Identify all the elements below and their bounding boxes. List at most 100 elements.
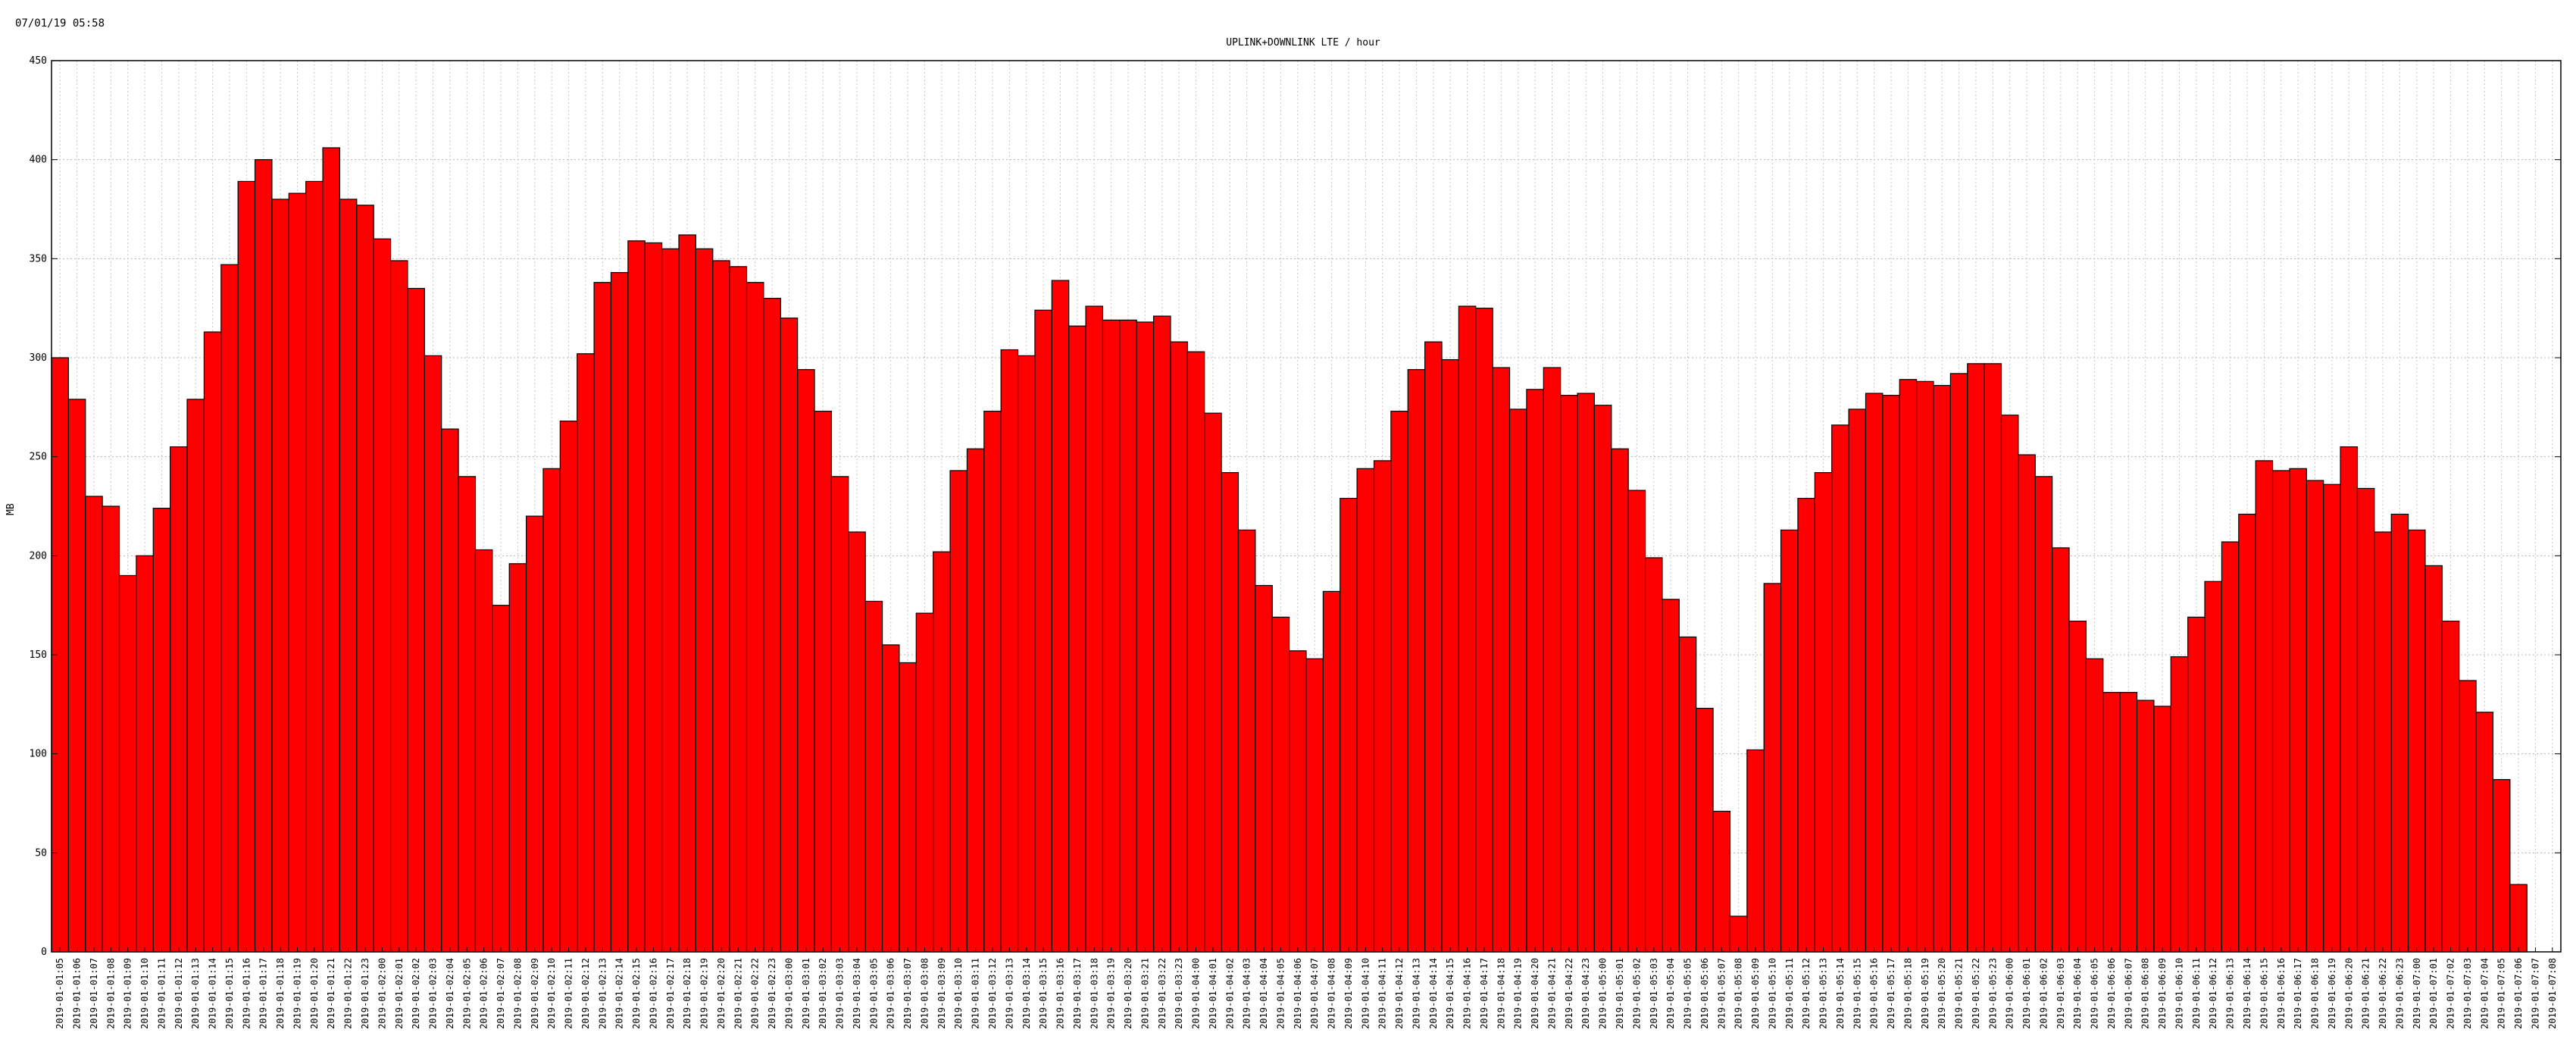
x-tick-label: 2019-01-06:16 (2276, 958, 2287, 1029)
x-tick-label: 2019-01-02:21 (733, 958, 743, 1029)
bar (881, 644, 900, 953)
bar (1543, 367, 1562, 953)
bar (1611, 448, 1629, 953)
timestamp: 07/01/19 05:58 (15, 17, 105, 30)
x-tick-label: 2019-01-04:09 (1343, 958, 1354, 1029)
bar (1916, 380, 1934, 953)
x-tick-label: 2019-01-01:06 (72, 958, 83, 1029)
x-tick-label: 2019-01-06:08 (2140, 958, 2151, 1029)
bar (848, 531, 866, 953)
bar (271, 199, 289, 953)
bar (424, 355, 442, 953)
x-tick-label: 2019-01-03:03 (835, 958, 846, 1029)
x-tick-label: 2019-01-02:09 (530, 958, 540, 1029)
x-tick-label: 2019-01-07:06 (2513, 958, 2524, 1029)
x-tick-label: 2019-01-02:10 (546, 958, 557, 1029)
x-tick-label: 2019-01-05:14 (1835, 958, 1846, 1029)
bar (1068, 325, 1086, 953)
x-tick-label: 2019-01-04:11 (1377, 958, 1388, 1029)
x-tick-label: 2019-01-02:18 (682, 958, 692, 1029)
y-tick-label: 0 (41, 947, 47, 958)
x-tick-label: 2019-01-05:07 (1716, 958, 1727, 1029)
x-tick-label: 2019-01-04:01 (1208, 958, 1218, 1029)
bar (2052, 547, 2070, 953)
bar (1102, 319, 1121, 953)
x-tick-label: 2019-01-02:15 (631, 958, 642, 1029)
x-tick-label: 2019-01-07:08 (2547, 958, 2558, 1029)
bar (1746, 749, 1765, 953)
bar (85, 496, 103, 953)
bar (1322, 590, 1341, 953)
bar (2000, 415, 2019, 953)
x-tick-label: 2019-01-02:17 (665, 958, 676, 1029)
bar (1051, 280, 1070, 953)
bar (2407, 529, 2426, 953)
x-tick-label: 2019-01-02:02 (411, 958, 421, 1029)
bar (593, 282, 612, 953)
bar (1475, 308, 1493, 953)
x-tick-label: 2019-01-03:16 (1055, 958, 1066, 1029)
x-tick-label: 2019-01-04:21 (1546, 958, 1557, 1029)
x-tick-label: 2019-01-03:01 (801, 958, 811, 1029)
chart-title: UPLINK+DOWNLINK LTE / hour (1226, 37, 1380, 49)
bar (2170, 656, 2189, 953)
bar (1221, 471, 1240, 953)
bar (814, 410, 833, 953)
x-tick-label: 2019-01-04:07 (1309, 958, 1320, 1029)
x-tick-label: 2019-01-06:17 (2293, 958, 2303, 1029)
x-tick-label: 2019-01-05:08 (1733, 958, 1744, 1029)
y-tick-label: 300 (30, 352, 47, 364)
x-tick-label: 2019-01-01:21 (326, 958, 336, 1029)
bar (542, 468, 561, 953)
bar (678, 234, 696, 953)
bar (2034, 476, 2053, 953)
x-tick-label: 2019-01-07:01 (2428, 958, 2439, 1029)
bar (1508, 408, 1527, 953)
bar (1662, 599, 1680, 953)
x-tick-label: 2019-01-02:22 (750, 958, 761, 1029)
x-tick-label: 2019-01-01:16 (241, 958, 252, 1029)
y-tick-label: 400 (30, 155, 47, 166)
bar (830, 476, 849, 953)
x-tick-label: 2019-01-05:17 (1886, 958, 1896, 1029)
x-tick-label: 2019-01-01:07 (89, 958, 99, 1029)
bar (2068, 620, 2087, 953)
x-tick-label: 2019-01-01:23 (360, 958, 370, 1029)
bar (1356, 468, 1375, 953)
x-tick-label: 2019-01-06:22 (2377, 958, 2388, 1029)
y-tick-label: 100 (30, 749, 47, 760)
bar (1729, 915, 1748, 953)
x-tick-label: 2019-01-05:15 (1852, 958, 1862, 1029)
bar (373, 238, 392, 953)
x-tick-label: 2019-01-06:11 (2191, 958, 2202, 1029)
bar (441, 428, 459, 953)
bar (1289, 650, 1307, 953)
bar (305, 180, 324, 953)
x-tick-label: 2019-01-04:22 (1564, 958, 1574, 1029)
x-tick-label: 2019-01-07:05 (2496, 958, 2507, 1029)
x-tick-label: 2019-01-04:16 (1462, 958, 1473, 1029)
bar (2119, 692, 2138, 953)
bar (763, 298, 781, 953)
x-tick-label: 2019-01-03:14 (1021, 958, 1032, 1029)
bar (2509, 884, 2528, 953)
x-tick-label: 2019-01-04:04 (1258, 958, 1269, 1029)
x-tick-label: 2019-01-06:01 (2021, 958, 2032, 1029)
x-tick-label: 2019-01-05:04 (1665, 958, 1676, 1029)
x-tick-label: 2019-01-03:08 (919, 958, 930, 1029)
x-tick-label: 2019-01-03:11 (971, 958, 981, 1029)
bar (220, 264, 239, 953)
x-tick-label: 2019-01-04:23 (1580, 958, 1591, 1029)
x-tick-label: 2019-01-04:18 (1496, 958, 1506, 1029)
x-tick-label: 2019-01-05:02 (1631, 958, 1642, 1029)
bar (1458, 305, 1477, 953)
bar (729, 266, 748, 953)
x-tick-label: 2019-01-07:02 (2446, 958, 2456, 1029)
x-tick-label: 2019-01-06:07 (2123, 958, 2134, 1029)
bar (2271, 470, 2290, 953)
x-tick-label: 2019-01-05:16 (1869, 958, 1880, 1029)
x-tick-label: 2019-01-04:08 (1327, 958, 1337, 1029)
x-tick-label: 2019-01-06:20 (2343, 958, 2354, 1029)
x-tick-label: 2019-01-01:09 (123, 958, 133, 1029)
x-tick-label: 2019-01-07:07 (2530, 958, 2540, 1029)
